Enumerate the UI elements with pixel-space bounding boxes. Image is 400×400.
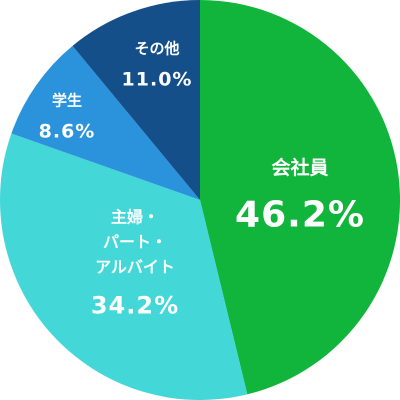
slice-label-group-0: 会社員 46.2% — [235, 156, 365, 236]
slice-label: 学生 — [52, 92, 82, 110]
slice-label: パート・ — [103, 233, 167, 252]
pie-slice-2 — [11, 45, 201, 201]
slice-label-group-3: その他 11.0% — [122, 40, 193, 91]
slice-value: 34.2% — [91, 292, 179, 320]
slice-value: 46.2% — [235, 195, 365, 236]
slice-label: アルバイト — [95, 258, 175, 277]
pie-labels: 会社員 46.2% 主婦・パート・アルバイト 34.2% 学生 8.6% その他 11.0% — [39, 40, 365, 320]
slice-label: 主婦・ — [111, 208, 159, 227]
pie-slice-0 — [200, 0, 400, 395]
slice-label-group-2: 学生 8.6% — [39, 92, 96, 143]
slice-label-group-1: 主婦・パート・アルバイト 34.2% — [91, 208, 179, 320]
slice-value: 11.0% — [122, 69, 193, 91]
slice-label: 会社員 — [271, 156, 328, 179]
pie-slice-1 — [0, 133, 248, 400]
slice-label: その他 — [134, 40, 179, 58]
pie-slice-3 — [72, 0, 200, 200]
slice-value: 8.6% — [39, 121, 96, 143]
